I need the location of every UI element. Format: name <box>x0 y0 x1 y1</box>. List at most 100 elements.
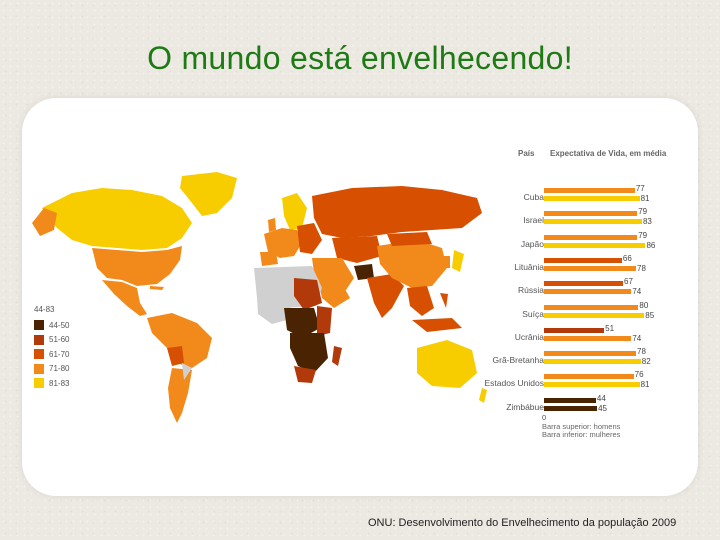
map-region-new-zealand <box>479 388 487 403</box>
chart-bar-male <box>544 397 596 403</box>
map-region-southeast-asia <box>407 286 434 316</box>
chart-row-country: Suíça <box>522 308 544 319</box>
chart-value-male: 80 <box>639 300 649 310</box>
map-region-south-america-south <box>168 368 192 423</box>
map-region-arabia <box>318 280 350 308</box>
map-region-paraguay <box>182 363 192 380</box>
map-region-afghanistan <box>354 264 374 280</box>
map-region-bolivia <box>167 346 184 366</box>
chart-bar-female <box>544 335 632 341</box>
chart-bar-female <box>544 359 641 365</box>
chart-row: Cuba 77 81 <box>490 184 690 209</box>
map-region-scandinavia <box>282 193 307 230</box>
map-region-southern-africa <box>290 333 328 373</box>
chart-value-female: 74 <box>632 287 642 297</box>
legend-item: 44-50 <box>34 318 69 333</box>
chart-bar-female <box>544 382 640 388</box>
map-legend: 44-83 44-50 51-60 61-70 71-80 81-83 <box>34 305 69 391</box>
legend-item: 71-80 <box>34 362 69 377</box>
legend-label: 71-80 <box>49 364 70 374</box>
chart-row: Suíça 80 85 <box>490 300 690 326</box>
map-region-sudan <box>294 278 322 310</box>
chart-row: Lituânia 66 78 <box>490 253 690 279</box>
chart-bar-female <box>544 289 632 295</box>
chart-bar-male <box>544 211 638 217</box>
chart-bar-male <box>544 188 635 193</box>
chart-row-country: Grã-Bretanha <box>492 355 545 366</box>
map-region-mexico <box>102 280 147 316</box>
map-region-madagascar <box>332 346 342 366</box>
chart-row-country: Zimbábue <box>506 401 544 412</box>
map-region-central-africa <box>284 308 320 338</box>
legend-item: 81-83 <box>34 376 69 391</box>
chart-bar-female <box>544 219 642 225</box>
chart-value-female: 78 <box>637 263 646 273</box>
map-region-russia <box>312 186 482 238</box>
map-region-east-africa <box>317 306 332 336</box>
chart-row-country: Estados Unidos <box>484 378 544 389</box>
map-region-indonesia <box>412 318 462 332</box>
map-region-greenland <box>180 172 237 216</box>
map-region-south-america-north <box>147 313 212 368</box>
chart-value-female: 82 <box>641 357 651 367</box>
map-region-india <box>367 274 404 318</box>
map-region-eastern-europe <box>297 223 322 254</box>
chart-value-male: 79 <box>638 230 648 240</box>
legend-item: 51-60 <box>34 333 69 348</box>
chart-header-country: País <box>518 149 535 158</box>
chart-bar-male <box>544 281 624 287</box>
chart-value-female: 74 <box>632 333 642 343</box>
chart-zero-label: 0 <box>542 413 547 422</box>
chart-row: Ucrânia 51 74 <box>490 324 690 349</box>
chart-bar-male <box>544 327 605 333</box>
map-region-japan <box>452 250 464 272</box>
chart-value-female: 85 <box>645 310 655 320</box>
chart-value-female: 81 <box>640 380 650 390</box>
chart-header-value: Expectativa de Vida, em média <box>550 149 667 158</box>
legend-label: 81-83 <box>49 378 70 388</box>
chart-bar-female <box>544 405 598 411</box>
chart-row-country: Israel <box>523 215 544 226</box>
chart-value-male: 77 <box>635 184 645 193</box>
chart-bar-female <box>544 196 640 201</box>
chart-bar-female <box>544 312 645 318</box>
chart-note-female: Barra inferior: mulheres <box>542 430 621 439</box>
map-region-canada <box>42 188 192 250</box>
legend-label: 61-70 <box>49 349 70 359</box>
map-region-usa <box>92 246 182 286</box>
chart-bar-female <box>544 265 637 271</box>
chart-value-male: 66 <box>622 253 632 263</box>
world-map <box>32 172 487 423</box>
chart-row-country: Rússia <box>518 285 544 296</box>
map-region-western-europe <box>264 228 302 258</box>
chart-note: Barra superior: homens Barra inferior: m… <box>542 423 620 439</box>
chart-bar-male <box>544 304 639 310</box>
legend-header: 44-83 <box>34 305 55 314</box>
chart-bar-female <box>544 242 646 248</box>
chart-bar-male <box>544 257 622 263</box>
chart-note-male: Barra superior: homens <box>542 422 621 431</box>
chart-bar-male <box>544 234 638 240</box>
legend-swatch <box>34 334 44 345</box>
legend-label: 51-60 <box>49 335 70 345</box>
map-region-cuba <box>150 286 164 290</box>
chart-value-male: 44 <box>596 393 606 403</box>
chart-row: Israel 79 83 <box>490 207 690 232</box>
legend-swatch <box>34 363 44 374</box>
chart-row: Rússia 67 74 <box>490 277 690 302</box>
chart-row-country: Ucrânia <box>514 331 544 342</box>
chart-row-country: Japão <box>520 238 544 249</box>
chart-value-female: 81 <box>640 194 650 203</box>
chart-value-male: 78 <box>637 347 646 357</box>
chart-value-female: 83 <box>642 217 652 227</box>
legend-item: 61-70 <box>34 347 69 362</box>
chart-bar-male <box>544 351 637 357</box>
chart-row: Japão 79 86 <box>490 230 690 256</box>
map-region-korea <box>444 256 450 268</box>
chart-value-male: 76 <box>634 370 644 380</box>
chart-value-male: 79 <box>638 207 648 217</box>
chart-bar-male <box>544 374 634 380</box>
chart-row-country: Lituânia <box>514 261 544 272</box>
map-region-central-asia <box>332 236 382 263</box>
legend-swatch <box>34 320 44 331</box>
